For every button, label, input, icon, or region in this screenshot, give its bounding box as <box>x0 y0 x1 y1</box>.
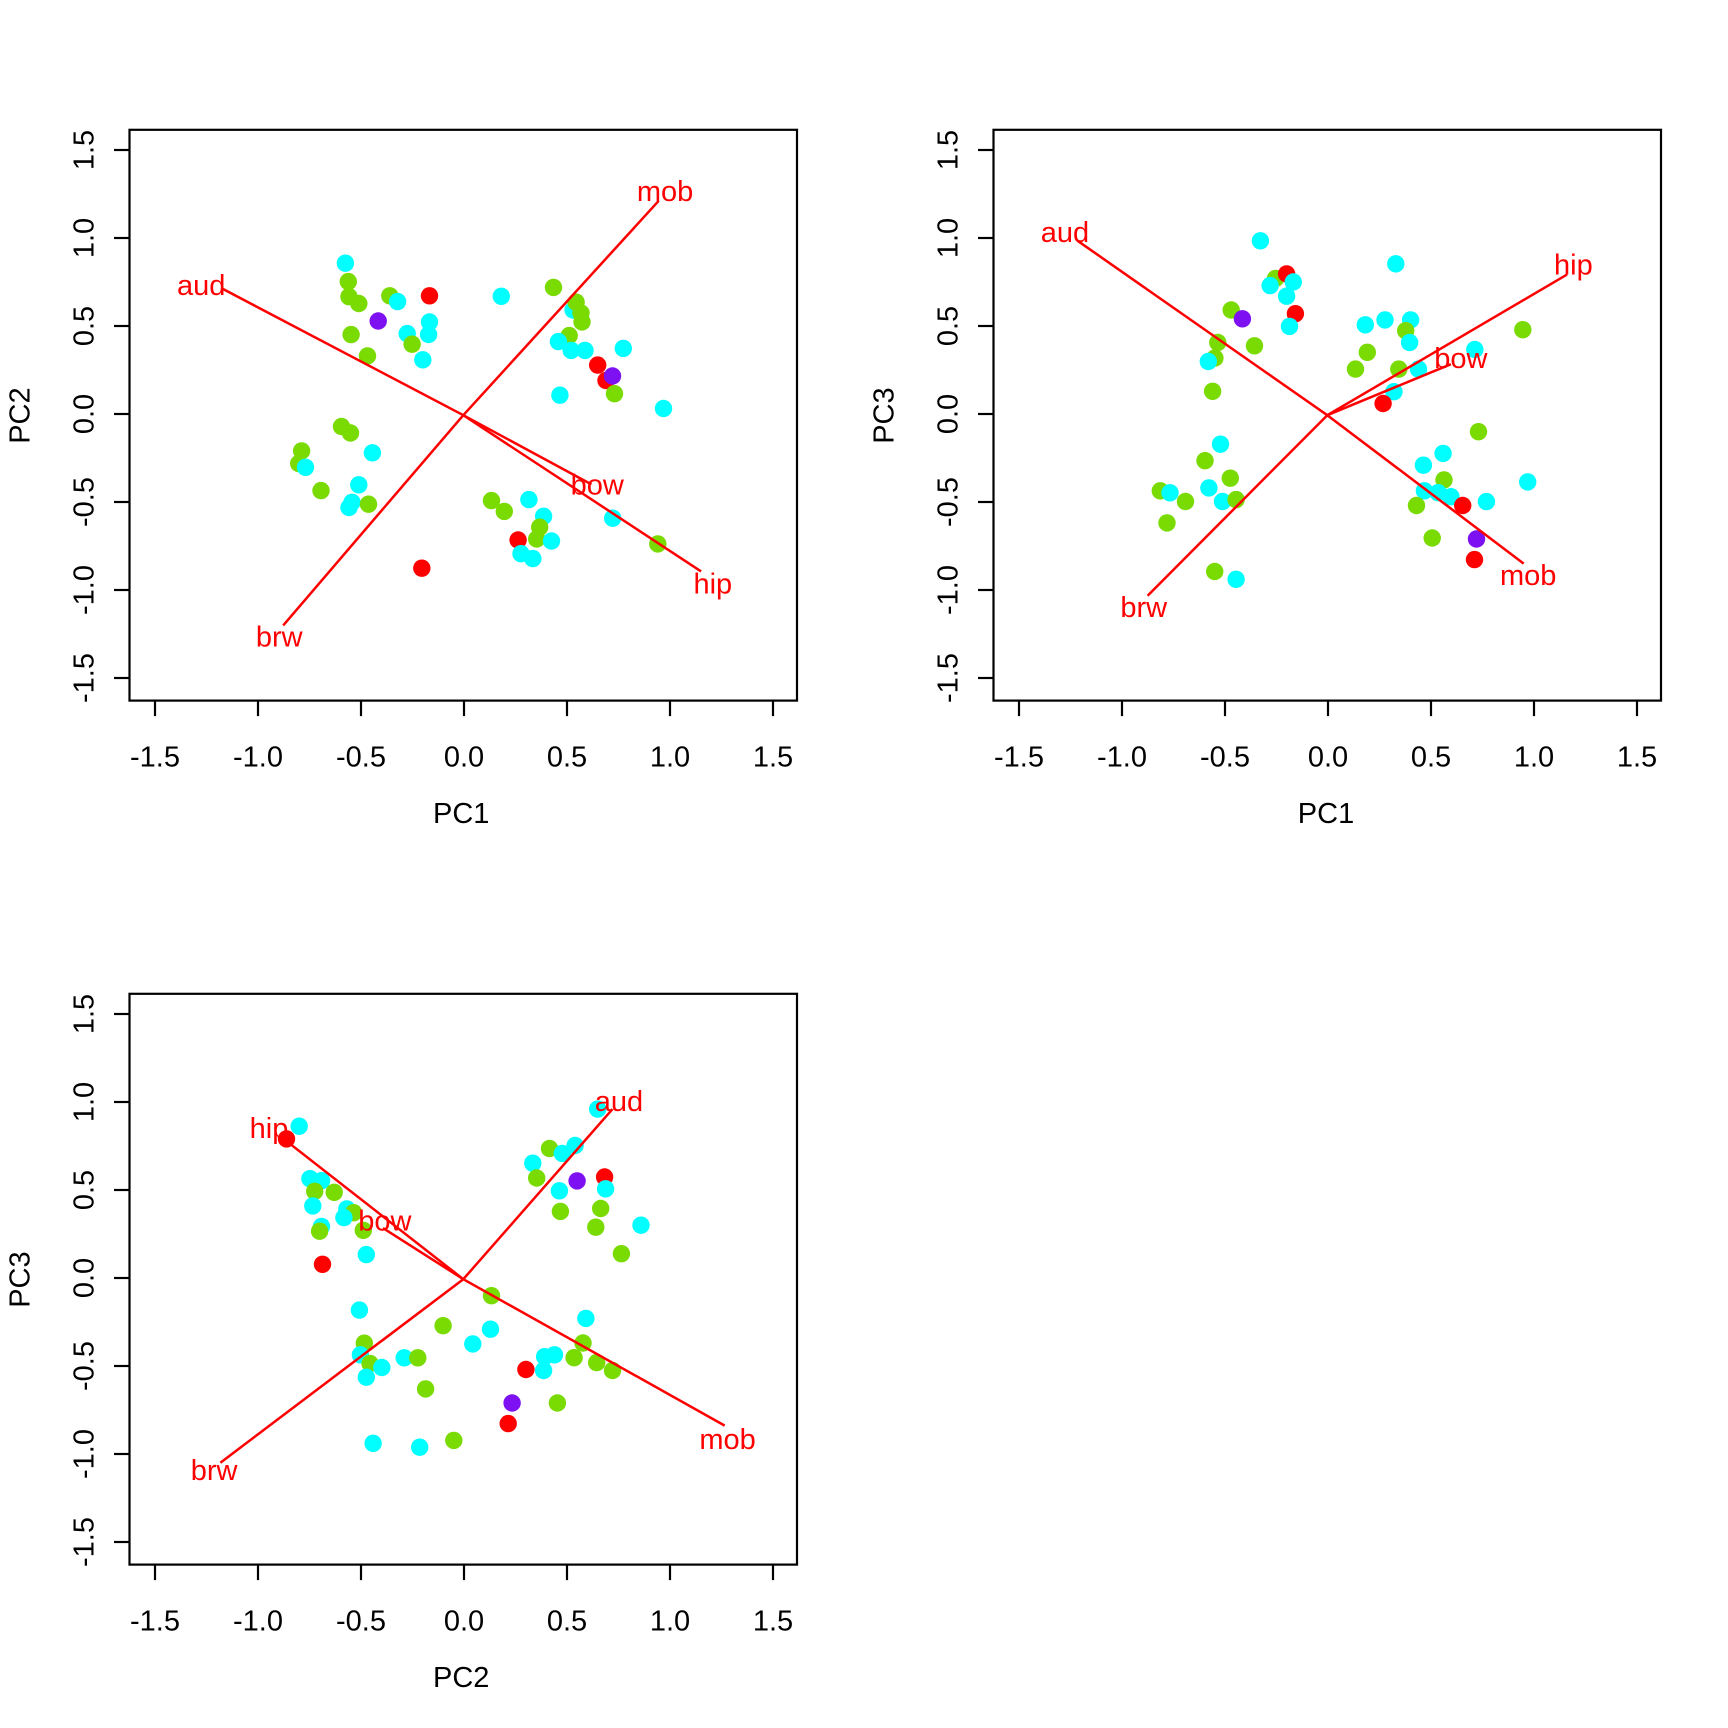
svg-text:brw: brw <box>1120 592 1168 624</box>
svg-text:0.5: 0.5 <box>69 1170 101 1210</box>
svg-text:1.5: 1.5 <box>933 130 965 170</box>
svg-text:aud: aud <box>177 270 225 302</box>
svg-text:1.0: 1.0 <box>69 1082 101 1122</box>
svg-text:-0.5: -0.5 <box>69 1341 101 1391</box>
svg-text:PC1: PC1 <box>433 798 489 830</box>
svg-text:hip: hip <box>1554 250 1593 282</box>
svg-text:PC1: PC1 <box>1298 798 1354 830</box>
svg-text:0.0: 0.0 <box>69 1258 101 1298</box>
svg-text:-0.5: -0.5 <box>336 742 386 774</box>
svg-text:1.5: 1.5 <box>753 742 793 774</box>
svg-text:0.5: 0.5 <box>547 742 587 774</box>
svg-text:bow: bow <box>1434 343 1488 375</box>
svg-text:-1.0: -1.0 <box>1097 742 1147 774</box>
svg-text:brw: brw <box>256 622 304 654</box>
svg-text:-1.5: -1.5 <box>69 653 101 703</box>
svg-text:1.5: 1.5 <box>753 1606 793 1638</box>
svg-text:1.0: 1.0 <box>69 218 101 258</box>
svg-text:0.5: 0.5 <box>933 306 965 346</box>
svg-text:-1.5: -1.5 <box>994 742 1044 774</box>
svg-text:hip: hip <box>693 569 732 601</box>
svg-text:0.0: 0.0 <box>444 1606 484 1638</box>
svg-text:PC3: PC3 <box>5 1251 37 1307</box>
svg-text:0.5: 0.5 <box>547 1606 587 1638</box>
svg-text:brw: brw <box>191 1455 239 1487</box>
svg-text:0.0: 0.0 <box>933 394 965 434</box>
svg-text:bow: bow <box>571 470 625 502</box>
svg-text:-1.0: -1.0 <box>69 565 101 615</box>
svg-text:-1.0: -1.0 <box>233 742 283 774</box>
svg-text:-0.5: -0.5 <box>1200 742 1250 774</box>
svg-text:1.5: 1.5 <box>1617 742 1657 774</box>
svg-text:-1.5: -1.5 <box>130 1606 180 1638</box>
svg-text:aud: aud <box>595 1086 643 1118</box>
svg-text:PC2: PC2 <box>5 387 37 443</box>
svg-text:-1.5: -1.5 <box>130 742 180 774</box>
svg-text:aud: aud <box>1041 217 1089 249</box>
svg-text:-1.5: -1.5 <box>69 1517 101 1567</box>
svg-text:0.5: 0.5 <box>69 306 101 346</box>
svg-text:-0.5: -0.5 <box>933 477 965 527</box>
svg-text:0.0: 0.0 <box>444 742 484 774</box>
svg-text:1.5: 1.5 <box>69 994 101 1034</box>
svg-text:PC3: PC3 <box>869 387 901 443</box>
svg-text:hip: hip <box>250 1113 289 1145</box>
svg-text:1.0: 1.0 <box>650 1606 690 1638</box>
svg-text:-0.5: -0.5 <box>336 1606 386 1638</box>
svg-text:1.5: 1.5 <box>69 130 101 170</box>
svg-text:1.0: 1.0 <box>650 742 690 774</box>
svg-text:0.0: 0.0 <box>69 394 101 434</box>
svg-text:mob: mob <box>1500 560 1556 592</box>
svg-text:mob: mob <box>637 176 693 208</box>
svg-text:-1.0: -1.0 <box>69 1429 101 1479</box>
svg-text:PC2: PC2 <box>433 1662 489 1694</box>
svg-text:1.0: 1.0 <box>933 218 965 258</box>
svg-text:1.0: 1.0 <box>1514 742 1554 774</box>
svg-text:-1.0: -1.0 <box>933 565 965 615</box>
svg-text:bow: bow <box>358 1205 412 1237</box>
svg-text:-0.5: -0.5 <box>69 477 101 527</box>
svg-text:-1.0: -1.0 <box>233 1606 283 1638</box>
svg-text:mob: mob <box>699 1424 755 1456</box>
svg-text:0.0: 0.0 <box>1308 742 1348 774</box>
svg-text:-1.5: -1.5 <box>933 653 965 703</box>
svg-text:0.5: 0.5 <box>1411 742 1451 774</box>
